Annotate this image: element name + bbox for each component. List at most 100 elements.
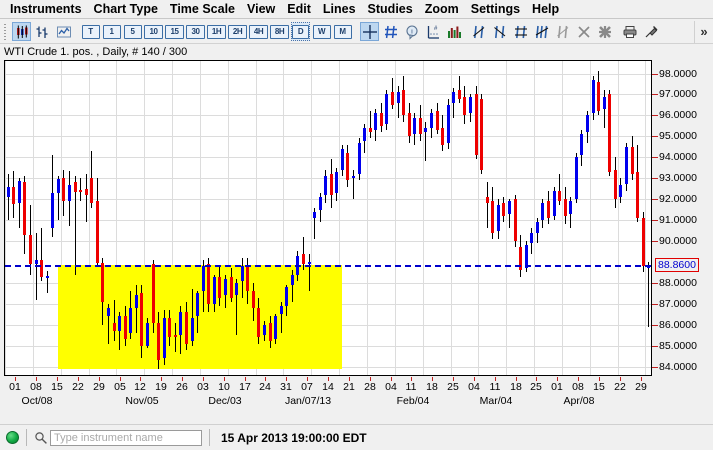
- candle-body: [202, 266, 205, 292]
- price-axis-tick: [652, 157, 658, 159]
- time-axis-month-label: Feb/04: [396, 395, 430, 407]
- candle-body: [101, 263, 104, 302]
- fork-icon[interactable]: [553, 22, 572, 41]
- grid-line-vertical: [144, 61, 145, 375]
- timeframe-tick[interactable]: T: [81, 22, 100, 41]
- print-icon[interactable]: [620, 22, 639, 41]
- price-axis-label: 97.0000: [659, 88, 697, 101]
- menu-edit[interactable]: Edit: [287, 2, 311, 16]
- timeframe-4hour[interactable]: 4H: [249, 22, 268, 41]
- menu-time-scale[interactable]: Time Scale: [169, 2, 236, 16]
- price-axis-tick: [652, 241, 658, 243]
- search-icon: [34, 431, 48, 445]
- timeframe-10min[interactable]: 10: [144, 22, 163, 41]
- volume-bars-icon[interactable]: [444, 22, 463, 41]
- candle-wick: [459, 75, 460, 103]
- price-axis-label: 94.0000: [659, 151, 697, 164]
- candle-body: [547, 201, 550, 218]
- toolbar-grip[interactable]: [2, 22, 9, 41]
- candle-body: [330, 174, 333, 195]
- price-axis[interactable]: 98.0000 97.0000 96.0000 95.0000 94.0000 93.00…: [652, 60, 709, 376]
- time-axis-tick: [411, 377, 412, 381]
- timeframe-daily[interactable]: D: [291, 22, 310, 41]
- chart-plot-area[interactable]: [4, 60, 652, 376]
- time-axis-tick: [349, 377, 350, 381]
- candle-body: [469, 96, 472, 114]
- candle-body: [152, 264, 155, 323]
- menu-lines[interactable]: Lines: [322, 2, 356, 16]
- time-axis-label: 14: [322, 381, 334, 393]
- candlestick-chart-icon[interactable]: [12, 22, 31, 41]
- timeframe-1min[interactable]: 1: [102, 22, 121, 41]
- line-chart-icon[interactable]: [54, 22, 73, 41]
- timeframe-weekly[interactable]: W: [312, 22, 331, 41]
- timeframe-monthly[interactable]: M: [333, 22, 352, 41]
- candle-body: [185, 312, 188, 344]
- time-axis-label: 18: [510, 381, 522, 393]
- candle-body: [536, 222, 539, 233]
- menu-chart-type[interactable]: Chart Type: [93, 2, 158, 16]
- parallel-lines-icon[interactable]: [511, 22, 530, 41]
- time-axis-label: 26: [176, 381, 188, 393]
- timeframe-30min[interactable]: 30: [186, 22, 205, 41]
- candle-body: [614, 169, 617, 200]
- toolbar-overflow-button[interactable]: »: [694, 20, 713, 43]
- menu-zoom[interactable]: Zoom: [424, 2, 459, 16]
- last-price-badge[interactable]: 88.8600: [655, 257, 699, 272]
- timeframe-8hour[interactable]: 8H: [270, 22, 289, 41]
- time-axis-label: 11: [405, 381, 417, 393]
- menu-help[interactable]: Help: [532, 2, 560, 16]
- candle-wick: [509, 199, 510, 229]
- candle-body: [369, 127, 372, 133]
- price-axis-label: 85.0000: [659, 339, 697, 352]
- candle-body: [497, 205, 500, 231]
- bar-chart-icon[interactable]: [33, 22, 52, 41]
- time-axis[interactable]: 01 08 15 22 29 05 12 19 26 03 10 17 24 31 07 14 21 28 04 11…: [4, 377, 652, 417]
- timeframe-5min[interactable]: 5: [123, 22, 142, 41]
- candle-body: [319, 197, 322, 210]
- delete-line-icon[interactable]: [574, 22, 593, 41]
- candle-body: [179, 312, 182, 336]
- timeframe-1hour[interactable]: 1H: [207, 22, 226, 41]
- menu-view[interactable]: View: [247, 2, 276, 16]
- menu-instruments[interactable]: Instruments: [10, 2, 82, 16]
- candle-body: [408, 113, 411, 137]
- candle-body: [452, 92, 455, 103]
- timeframe-1hour-label: 1H: [207, 24, 226, 39]
- highlight-region[interactable]: [57, 264, 342, 369]
- candle-body: [308, 261, 311, 265]
- time-axis-label: 24: [259, 381, 271, 393]
- grid-line-vertical: [645, 61, 646, 375]
- pin-icon[interactable]: [641, 22, 660, 41]
- candle-body: [174, 335, 177, 338]
- search-input[interactable]: [50, 429, 202, 446]
- channel-icon[interactable]: [532, 22, 551, 41]
- grid-line-vertical: [367, 61, 368, 375]
- crosshair-icon[interactable]: [360, 22, 379, 41]
- price-axis-label: 92.0000: [659, 193, 697, 206]
- candle-body: [335, 171, 338, 193]
- menu-studies[interactable]: Studies: [367, 2, 413, 16]
- timeframe-2hour[interactable]: 2H: [228, 22, 247, 41]
- price-axis-label: 93.0000: [659, 172, 697, 185]
- info-balloon-icon[interactable]: i: [402, 22, 421, 41]
- grid-line-vertical: [172, 61, 173, 375]
- time-axis-month-label: Dec/03: [208, 395, 242, 407]
- menu-settings[interactable]: Settings: [470, 2, 521, 16]
- timeframe-15min[interactable]: 15: [165, 22, 184, 41]
- grid-icon[interactable]: [381, 22, 400, 41]
- chart-title: WTI Crude 1. pos. , Daily, # 140 / 300: [4, 46, 188, 58]
- candle-body: [57, 179, 60, 193]
- candle-body: [625, 146, 628, 185]
- delete-all-lines-icon[interactable]: [595, 22, 614, 41]
- grid-line-vertical: [423, 61, 424, 375]
- candle-wick: [314, 207, 315, 239]
- candle-body: [90, 178, 93, 204]
- candle-wick: [86, 174, 87, 223]
- trendline-down-icon[interactable]: [490, 22, 509, 41]
- time-axis-tick: [265, 377, 266, 381]
- trendline-up-icon[interactable]: [469, 22, 488, 41]
- connection-status-indicator: [6, 431, 19, 444]
- timeframe-weekly-label: W: [312, 24, 331, 39]
- price-scale-icon[interactable]: #: [423, 22, 442, 41]
